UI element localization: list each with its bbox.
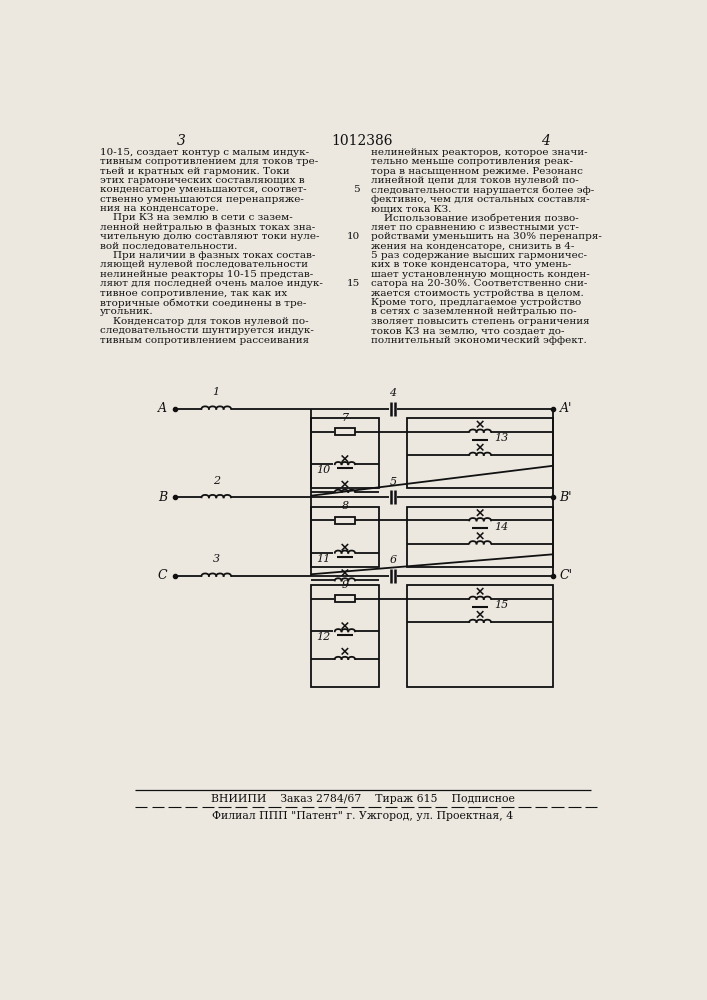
Text: нелинейные реакторы 10-15 представ-: нелинейные реакторы 10-15 представ- xyxy=(100,270,313,279)
Text: чительную долю составляют токи нуле-: чительную долю составляют токи нуле- xyxy=(100,232,320,241)
Bar xyxy=(311,507,379,567)
Text: 1012386: 1012386 xyxy=(331,134,392,148)
Text: 11: 11 xyxy=(317,554,331,564)
Text: ленной нейтралью в фазных токах зна-: ленной нейтралью в фазных токах зна- xyxy=(100,223,315,232)
Text: ния на конденсаторе.: ния на конденсаторе. xyxy=(100,204,218,213)
Text: ройствами уменьшить на 30% перенапря-: ройствами уменьшить на 30% перенапря- xyxy=(371,232,602,241)
Text: 15: 15 xyxy=(494,600,508,610)
Text: тельно меньше сопротивления реак-: тельно меньше сопротивления реак- xyxy=(371,157,573,166)
Text: ственно уменьшаются перенапряже-: ственно уменьшаются перенапряже- xyxy=(100,195,304,204)
Bar xyxy=(335,595,355,602)
Text: 13: 13 xyxy=(494,433,508,443)
Text: вторичные обмотки соединены в тре-: вторичные обмотки соединены в тре- xyxy=(100,298,306,308)
Text: токов КЗ на землю, что создает до-: токов КЗ на землю, что создает до- xyxy=(371,326,565,335)
Text: 8: 8 xyxy=(341,501,349,511)
Text: ляющей нулевой последовательности: ляющей нулевой последовательности xyxy=(100,260,308,269)
Text: A': A' xyxy=(559,402,572,415)
Text: ляет по сравнению с известными уст-: ляет по сравнению с известными уст- xyxy=(371,223,579,232)
Bar xyxy=(311,418,379,488)
Text: 12: 12 xyxy=(317,632,331,642)
Text: 15: 15 xyxy=(346,279,360,288)
Text: 5: 5 xyxy=(390,477,397,487)
Text: сатора на 20-30%. Соответственно сни-: сатора на 20-30%. Соответственно сни- xyxy=(371,279,588,288)
Text: Филиал ППП "Патент" г. Ужгород, ул. Проектная, 4: Филиал ППП "Патент" г. Ужгород, ул. Прое… xyxy=(212,811,513,821)
Text: линейной цепи для токов нулевой по-: линейной цепи для токов нулевой по- xyxy=(371,176,579,185)
Text: жается стоимость устройства в целом.: жается стоимость устройства в целом. xyxy=(371,289,584,298)
Text: 5: 5 xyxy=(353,185,360,194)
Text: C: C xyxy=(158,569,168,582)
Text: жения на конденсаторе, снизить в 4-: жения на конденсаторе, снизить в 4- xyxy=(371,242,575,251)
Text: 3: 3 xyxy=(177,134,186,148)
Text: шает установленную мощность конден-: шает установленную мощность конден- xyxy=(371,270,590,279)
Text: 6: 6 xyxy=(390,555,397,565)
Text: ляют для последней очень малое индук-: ляют для последней очень малое индук- xyxy=(100,279,323,288)
Text: C': C' xyxy=(559,569,573,582)
Text: вой последовательности.: вой последовательности. xyxy=(100,242,238,251)
Text: 9: 9 xyxy=(341,580,349,590)
Text: зволяет повысить степень ограничения: зволяет повысить степень ограничения xyxy=(371,317,590,326)
Bar xyxy=(407,585,554,687)
Text: 2: 2 xyxy=(213,476,220,486)
Text: Кроме того, предлагаемое устройство: Кроме того, предлагаемое устройство xyxy=(371,298,581,307)
Text: 4: 4 xyxy=(541,134,550,148)
Text: 5 раз содержание высших гармоничес-: 5 раз содержание высших гармоничес- xyxy=(371,251,588,260)
Text: A: A xyxy=(158,402,168,415)
Text: При КЗ на землю в сети с зазем-: При КЗ на землю в сети с зазем- xyxy=(100,213,293,222)
Text: ВНИИПИ    Заказ 2784/67    Тираж 615    Подписное: ВНИИПИ Заказ 2784/67 Тираж 615 Подписное xyxy=(211,794,515,804)
Bar xyxy=(407,418,554,488)
Text: B': B' xyxy=(559,491,572,504)
Text: 14: 14 xyxy=(494,522,508,532)
Bar xyxy=(407,507,554,567)
Text: следовательности шунтируется индук-: следовательности шунтируется индук- xyxy=(100,326,314,335)
Text: полнительный экономический эффект.: полнительный экономический эффект. xyxy=(371,336,587,345)
Text: тивным сопротивлением рассеивания: тивным сопротивлением рассеивания xyxy=(100,336,309,345)
Text: конденсаторе уменьшаются, соответ-: конденсаторе уменьшаются, соответ- xyxy=(100,185,307,194)
Text: ких в токе конденсатора, что умень-: ких в токе конденсатора, что умень- xyxy=(371,260,571,269)
Text: 1: 1 xyxy=(213,387,220,397)
Text: Использование изобретения позво-: Использование изобретения позво- xyxy=(371,213,579,223)
Text: 10: 10 xyxy=(346,232,360,241)
Text: тора в насыщенном режиме. Резонанс: тора в насыщенном режиме. Резонанс xyxy=(371,167,583,176)
Text: 3: 3 xyxy=(213,554,220,564)
Text: нелинейных реакторов, которое значи-: нелинейных реакторов, которое значи- xyxy=(371,148,588,157)
Text: тьей и кратных ей гармоник. Токи: тьей и кратных ей гармоник. Токи xyxy=(100,167,290,176)
Text: 7: 7 xyxy=(341,413,349,423)
Text: 4: 4 xyxy=(390,388,397,398)
Text: тивным сопротивлением для токов тре-: тивным сопротивлением для токов тре- xyxy=(100,157,318,166)
Text: фективно, чем для остальных составля-: фективно, чем для остальных составля- xyxy=(371,195,590,204)
Text: B: B xyxy=(158,491,168,504)
Text: тивное сопротивление, так как их: тивное сопротивление, так как их xyxy=(100,289,287,298)
Bar xyxy=(335,517,355,524)
Bar xyxy=(311,585,379,687)
Text: этих гармонических составляющих в: этих гармонических составляющих в xyxy=(100,176,305,185)
Text: При наличии в фазных токах состав-: При наличии в фазных токах состав- xyxy=(100,251,315,260)
Text: 10-15, создает контур с малым индук-: 10-15, создает контур с малым индук- xyxy=(100,148,309,157)
Text: угольник.: угольник. xyxy=(100,307,153,316)
Bar xyxy=(335,428,355,435)
Text: 10: 10 xyxy=(317,465,331,475)
Text: в сетях с заземленной нейтралью по-: в сетях с заземленной нейтралью по- xyxy=(371,307,577,316)
Text: следовательности нарушается более эф-: следовательности нарушается более эф- xyxy=(371,185,595,195)
Text: ющих тока КЗ.: ющих тока КЗ. xyxy=(371,204,452,213)
Text: Конденсатор для токов нулевой по-: Конденсатор для токов нулевой по- xyxy=(100,317,309,326)
